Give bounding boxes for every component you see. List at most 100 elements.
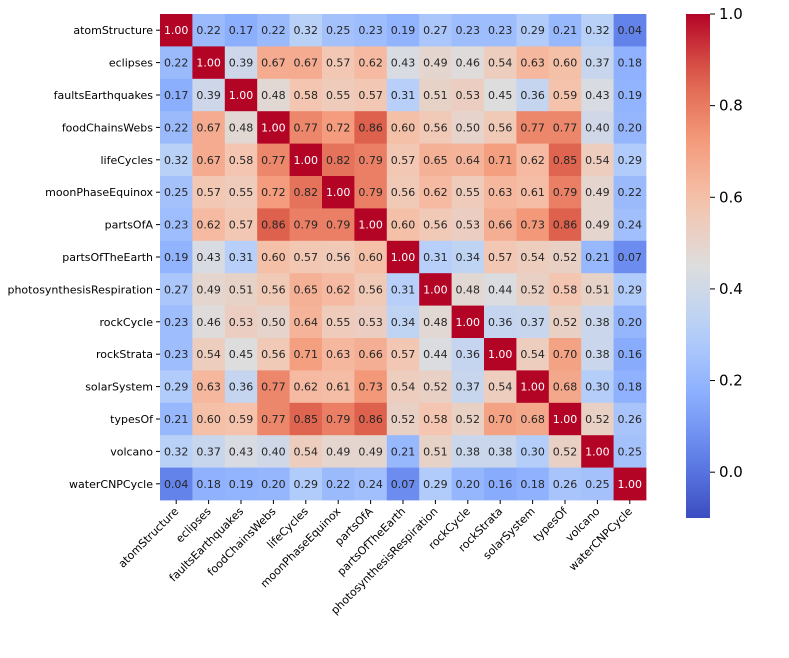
heatmap-cell [419, 273, 452, 306]
heatmap-cell [224, 78, 258, 112]
cell-value-label: 0.54 [585, 154, 610, 167]
heatmap-cell [484, 111, 517, 144]
heatmap-cell [548, 273, 582, 306]
cell-value-label: 0.51 [585, 283, 610, 296]
cell-value-label: 0.82 [294, 186, 319, 199]
cell-value-label: 0.56 [488, 121, 513, 134]
heatmap-cell [386, 370, 420, 404]
heatmap-cell [386, 467, 420, 501]
cell-value-label: 0.37 [520, 316, 545, 329]
cell-value-label: 0.19 [391, 24, 416, 37]
heatmap-cell [419, 208, 452, 242]
cell-value-label: 0.31 [391, 89, 416, 102]
heatmap-cell [451, 273, 485, 306]
cell-value-label: 1.00 [261, 121, 286, 134]
cell-value-label: 0.29 [520, 24, 545, 37]
heatmap-cell [451, 467, 485, 501]
cell-value-label: 0.62 [358, 57, 383, 70]
cell-value-label: 0.39 [229, 57, 254, 70]
heatmap-cell [613, 370, 647, 404]
heatmap-cell [451, 402, 485, 436]
heatmap-cell [516, 273, 550, 306]
heatmap-cell [386, 305, 420, 339]
heatmap-cell [224, 208, 258, 242]
cell-value-label: 0.36 [520, 89, 545, 102]
heatmap-cell [160, 240, 193, 274]
heatmap-cell [354, 111, 388, 144]
cell-value-label: 0.82 [326, 154, 351, 167]
cell-value-label: 0.22 [164, 57, 189, 70]
cell-value-label: 0.21 [585, 251, 610, 264]
cell-value-label: 0.43 [391, 57, 416, 70]
heatmap-cell [160, 208, 193, 242]
heatmap-cell [419, 111, 452, 144]
cell-value-label: 0.46 [196, 316, 221, 329]
heatmap-cell [548, 240, 582, 274]
cell-value-label: 0.20 [261, 478, 286, 491]
cell-value-label: 0.67 [294, 57, 319, 70]
heatmap-cell [581, 338, 614, 371]
cell-value-label: 0.29 [618, 283, 643, 296]
cell-value-label: 0.32 [164, 154, 189, 167]
heatmap-cell [160, 435, 193, 468]
cell-value-label: 0.23 [358, 24, 383, 37]
heatmap-cell [192, 46, 226, 80]
cell-value-label: 0.26 [553, 478, 578, 491]
y-tick-label: typesOf [110, 413, 154, 426]
heatmap-cell [484, 14, 517, 47]
heatmap-cell [516, 143, 550, 177]
heatmap-cell [419, 78, 452, 112]
heatmap-cell [484, 78, 517, 112]
heatmap-cell [581, 402, 614, 436]
heatmap-cell [419, 338, 452, 371]
heatmap-cell [581, 435, 614, 468]
heatmap-cell [484, 402, 517, 436]
heatmap-cell [224, 305, 258, 339]
cell-value-label: 0.56 [423, 121, 448, 134]
cell-value-label: 0.60 [391, 121, 416, 134]
heatmap-cell [289, 402, 323, 436]
heatmap-cell [322, 338, 355, 371]
heatmap-cell [354, 402, 388, 436]
cell-value-label: 0.55 [456, 186, 481, 199]
heatmap-cell [386, 435, 420, 468]
cell-value-label: 0.64 [294, 316, 319, 329]
cell-value-label: 0.40 [261, 445, 286, 458]
cell-value-label: 0.18 [520, 478, 545, 491]
cell-value-label: 0.32 [585, 24, 610, 37]
heatmap-cell [613, 14, 647, 47]
heatmap-cell [386, 143, 420, 177]
heatmap-cell [322, 111, 355, 144]
cell-value-label: 0.52 [423, 381, 448, 394]
heatmap-cell [289, 338, 323, 371]
y-tick-label: volcano [110, 445, 153, 458]
heatmap-cell [419, 467, 452, 501]
heatmap-cell [613, 435, 647, 468]
heatmap-cell [484, 208, 517, 242]
cell-value-label: 0.18 [196, 478, 221, 491]
cell-value-label: 0.86 [358, 413, 383, 426]
heatmap-cell [354, 338, 388, 371]
heatmap-cell [548, 338, 582, 371]
cell-value-label: 0.48 [423, 316, 448, 329]
heatmap-cell [257, 240, 290, 274]
heatmap-cell [322, 273, 355, 306]
cell-value-label: 0.73 [358, 381, 383, 394]
heatmap-cell [322, 78, 355, 112]
cell-value-label: 0.64 [456, 154, 481, 167]
heatmap-cell [386, 111, 420, 144]
heatmap-cell [224, 143, 258, 177]
cell-value-label: 0.53 [358, 316, 383, 329]
cell-value-label: 0.23 [456, 24, 481, 37]
heatmap-cell [516, 240, 550, 274]
heatmap-cell [354, 14, 388, 47]
cell-value-label: 0.62 [294, 381, 319, 394]
cell-value-label: 0.40 [585, 121, 610, 134]
heatmap-cell [548, 208, 582, 242]
cell-value-label: 0.07 [618, 251, 643, 264]
heatmap-cell [548, 111, 582, 144]
heatmap-cell [257, 402, 290, 436]
heatmap-cell [192, 402, 226, 436]
heatmap-cell [516, 435, 550, 468]
cell-value-label: 1.00 [423, 283, 448, 296]
